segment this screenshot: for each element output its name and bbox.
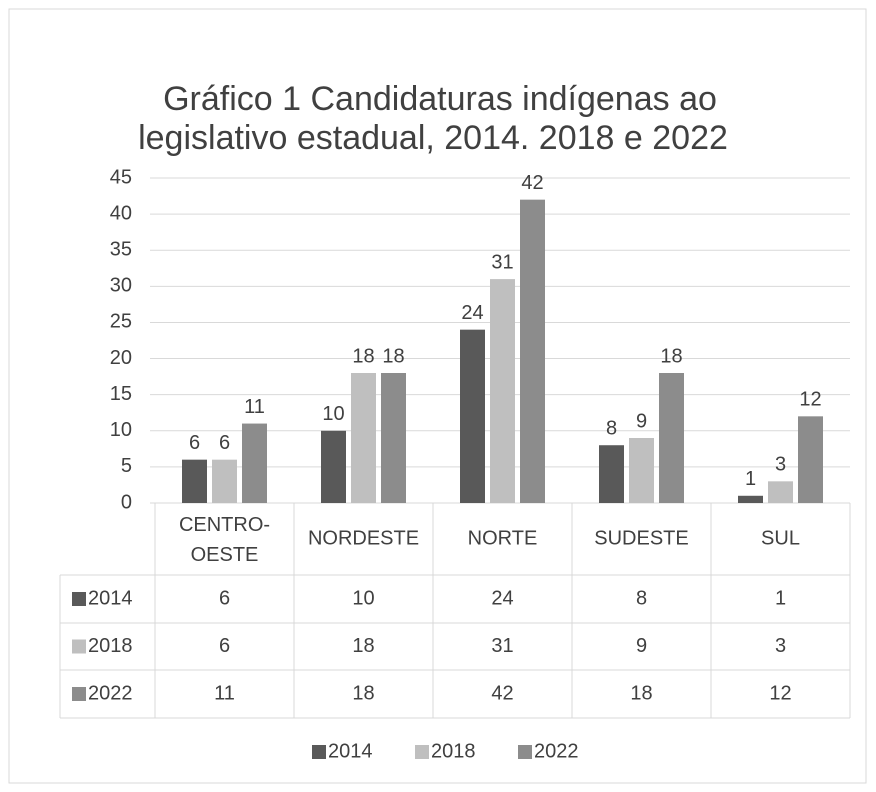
legend-label: 2018: [431, 740, 476, 762]
bar: [738, 495, 763, 503]
table-cell: 1: [775, 587, 786, 609]
table-cell: 18: [630, 682, 652, 704]
data-label: 42: [521, 172, 543, 194]
bar: [321, 430, 346, 503]
data-label: 18: [382, 345, 404, 367]
bar: [460, 329, 485, 503]
data-label: 11: [244, 396, 265, 418]
bar: [629, 438, 654, 503]
y-tick-label: 10: [110, 419, 132, 441]
y-tick-label: 40: [110, 202, 132, 224]
legend-label: 2014: [328, 740, 373, 762]
table-cell: 6: [219, 635, 230, 657]
x-tick-label: NORDESTE: [308, 527, 419, 549]
table-cell: 8: [636, 587, 647, 609]
data-label: 12: [799, 389, 821, 411]
bar: [659, 373, 684, 503]
table-cell: 9: [636, 635, 647, 657]
data-label: 1: [745, 468, 756, 490]
table-row-label: 2018: [88, 635, 133, 657]
y-tick-label: 30: [110, 275, 132, 297]
table-cell: 31: [491, 635, 513, 657]
data-label: 9: [636, 410, 647, 432]
table-row-label: 2014: [88, 587, 133, 609]
table-cell: 6: [219, 587, 230, 609]
chart-title: Gráfico 1 Candidaturas indígenas ao: [163, 80, 717, 118]
chart-title: legislativo estadual, 2014. 2018 e 2022: [138, 119, 728, 157]
table-cell: 10: [352, 587, 374, 609]
table-cell: 42: [491, 682, 513, 704]
x-tick-label: SUDESTE: [594, 527, 688, 549]
data-label: 8: [606, 418, 617, 440]
legend-swatch: [518, 745, 532, 759]
table-cell: 18: [352, 635, 374, 657]
legend-swatch: [312, 745, 326, 759]
bar: [242, 423, 267, 503]
table-cell: 18: [352, 682, 374, 704]
y-tick-label: 20: [110, 347, 132, 369]
x-tick-label: NORTE: [468, 527, 538, 549]
bar: [351, 373, 376, 503]
y-tick-label: 35: [110, 239, 132, 261]
bar: [599, 445, 624, 503]
bar: [490, 279, 515, 503]
y-tick-label: 45: [110, 166, 132, 188]
y-tick-label: 0: [121, 491, 132, 513]
bar: [182, 459, 207, 503]
data-label: 6: [219, 432, 230, 454]
x-tick-label: SUL: [761, 527, 800, 549]
data-label: 18: [352, 345, 374, 367]
y-tick-label: 5: [121, 455, 132, 477]
bar: [381, 373, 406, 503]
table-cell: 12: [769, 682, 791, 704]
legend-label: 2022: [534, 740, 579, 762]
legend-swatch: [72, 639, 86, 654]
legend-swatch: [72, 687, 86, 701]
y-tick-label: 15: [110, 383, 132, 405]
table-row-label: 2022: [88, 682, 133, 704]
bar: [212, 459, 237, 503]
data-label: 31: [491, 251, 513, 273]
y-tick-label: 25: [110, 311, 132, 333]
legend-swatch: [72, 592, 86, 606]
bar: [768, 481, 793, 503]
x-tick-label: CENTRO-OESTE: [179, 514, 270, 566]
bar: [798, 416, 823, 503]
bar: [520, 199, 545, 503]
data-label: 10: [322, 403, 344, 425]
legend-swatch: [415, 745, 429, 759]
data-label: 6: [189, 432, 200, 454]
data-label: 3: [775, 454, 786, 476]
table-cell: 11: [214, 682, 235, 704]
data-label: 24: [461, 302, 483, 324]
chart-border: [8, 8, 867, 784]
data-label: 18: [660, 345, 682, 367]
table-cell: 3: [775, 635, 786, 657]
table-cell: 24: [491, 587, 513, 609]
